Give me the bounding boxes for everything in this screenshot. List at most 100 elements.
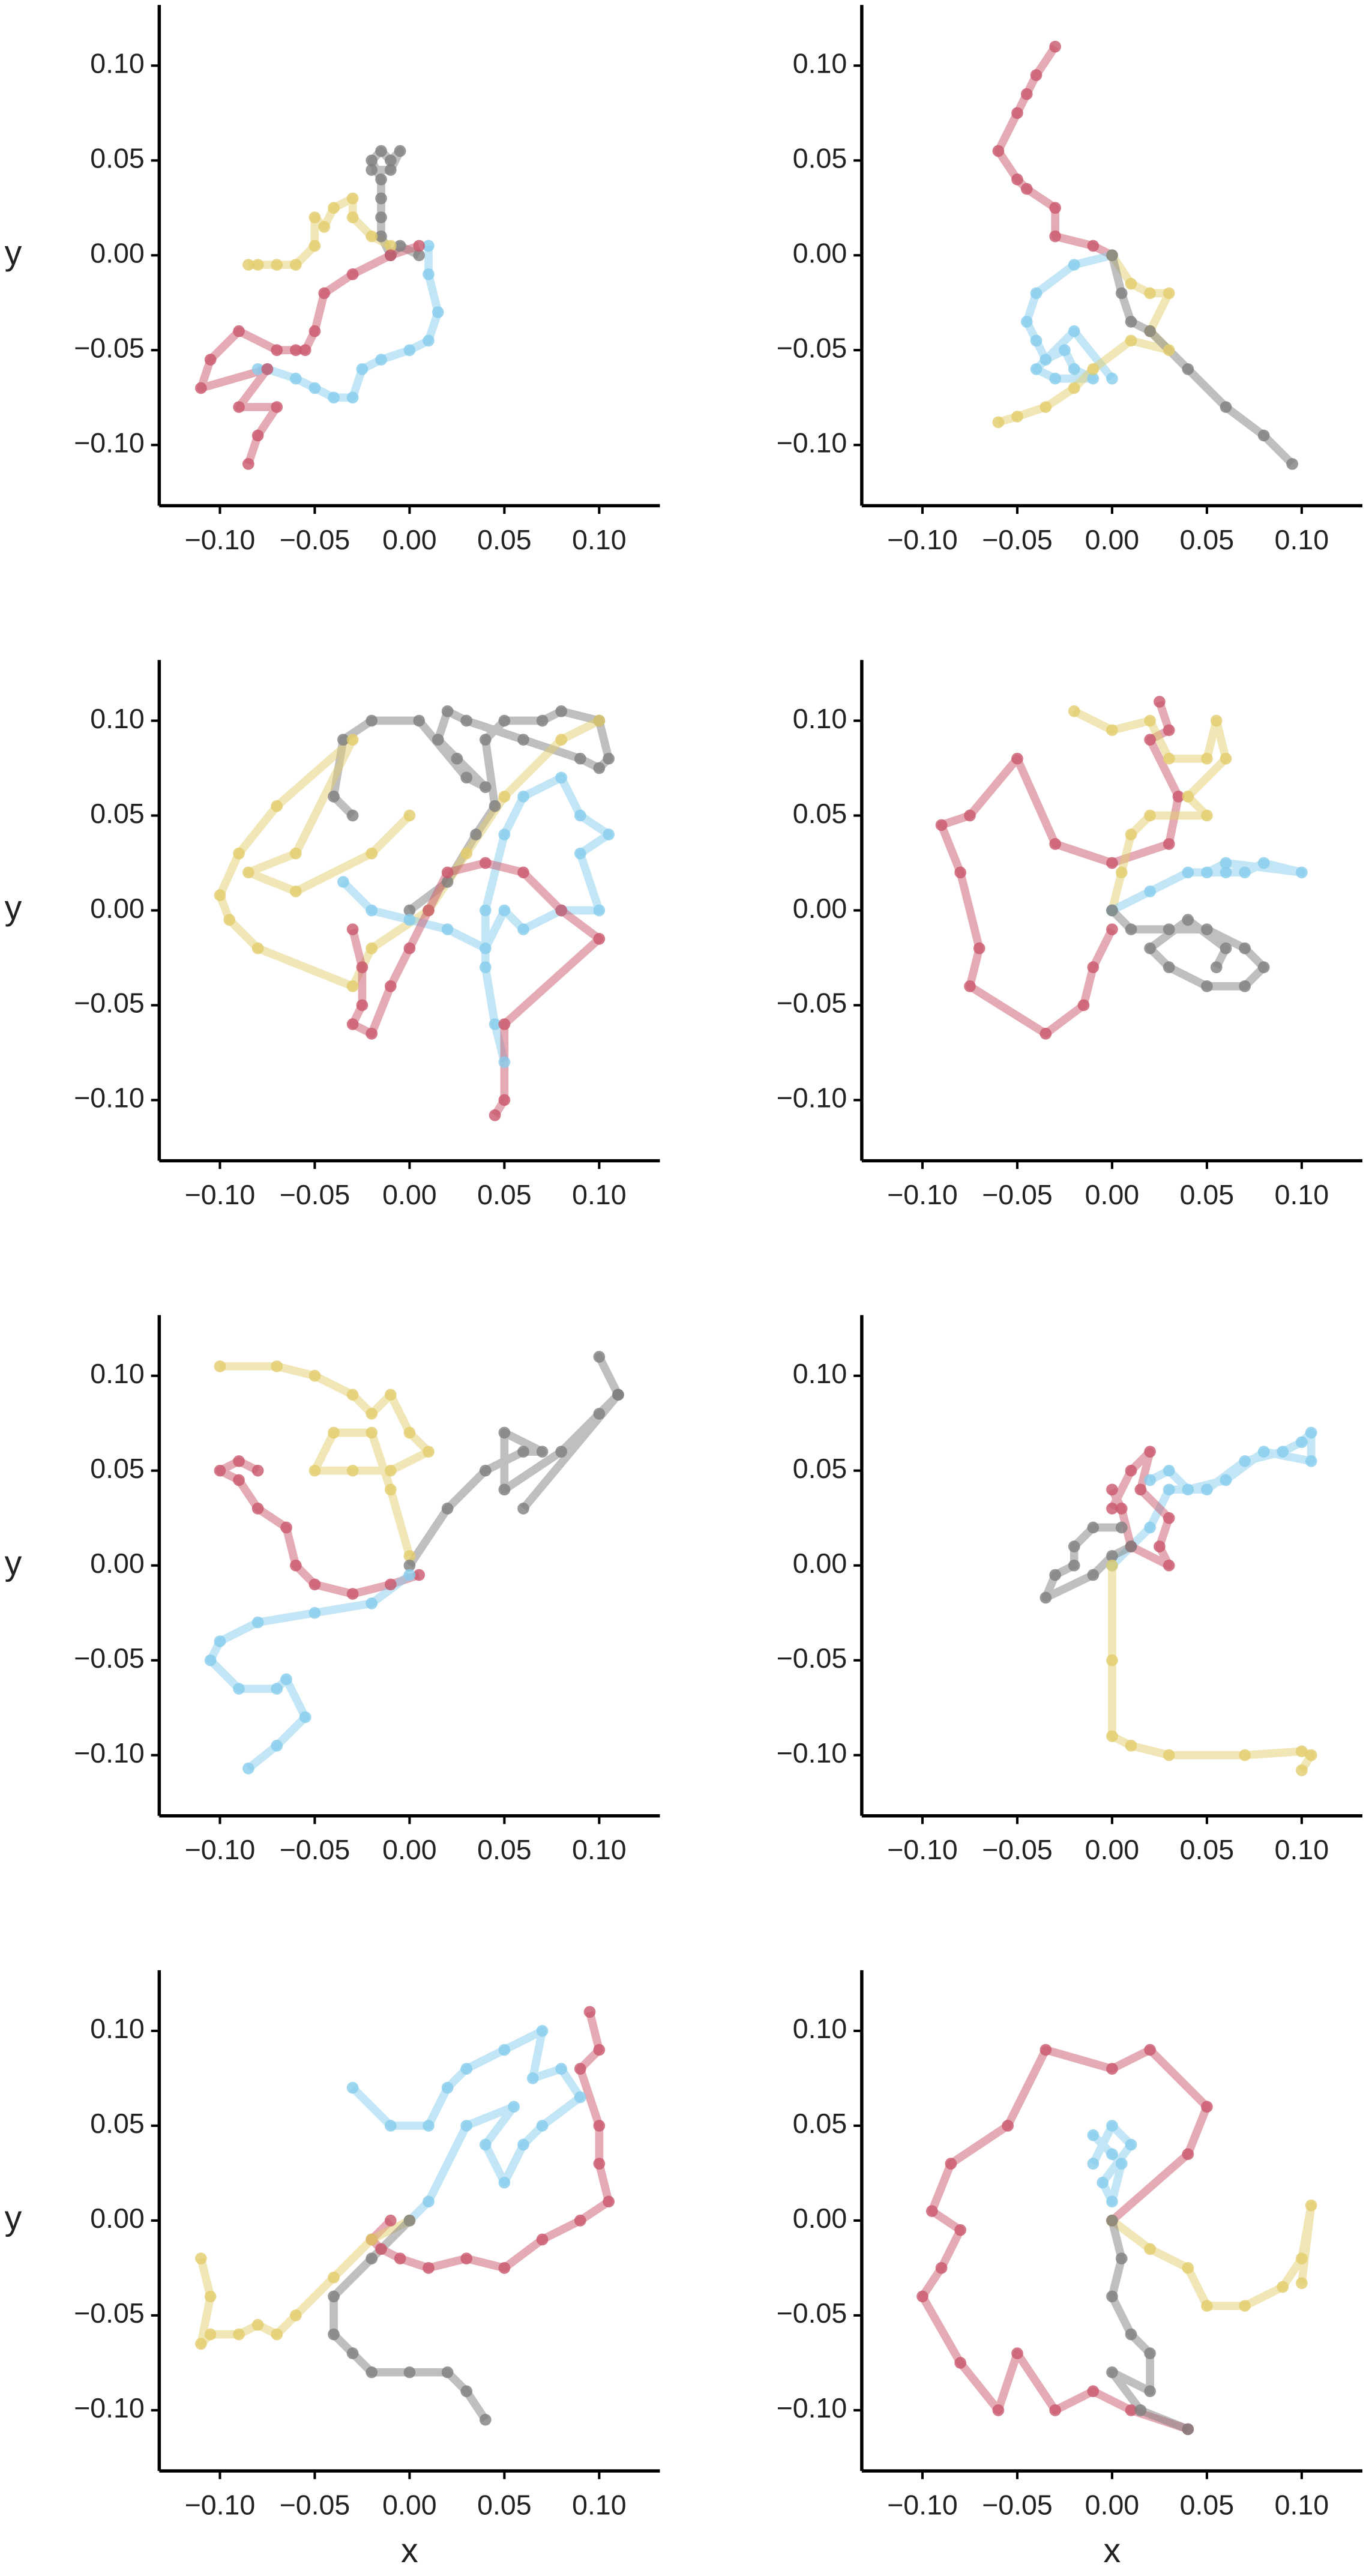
y-tick-label: 0.00 — [793, 238, 847, 269]
point — [1163, 1749, 1175, 1761]
point — [498, 1483, 511, 1496]
point — [498, 1426, 511, 1439]
point — [1030, 69, 1043, 81]
y-tick-label: −0.10 — [777, 1737, 847, 1769]
point — [1277, 1446, 1289, 1458]
x-tick-label: 0.00 — [1085, 2489, 1139, 2520]
point — [992, 416, 1005, 429]
y-tick-label: −0.05 — [74, 988, 145, 1019]
point — [346, 734, 359, 746]
point — [536, 714, 549, 727]
point — [1106, 2290, 1118, 2303]
point — [384, 240, 397, 252]
point — [593, 2158, 606, 2170]
point — [1144, 2243, 1156, 2255]
x-tick-label: 0.00 — [382, 1179, 436, 1210]
point — [1106, 1550, 1118, 1562]
point — [1049, 40, 1061, 53]
point — [366, 2252, 378, 2264]
series-line — [406, 1353, 622, 1568]
point — [460, 771, 473, 784]
point — [1040, 401, 1052, 413]
point — [1163, 1559, 1175, 1572]
y-tick-label: −0.05 — [777, 2297, 847, 2329]
point — [1201, 923, 1213, 935]
point — [517, 1446, 529, 1458]
point — [242, 457, 254, 470]
y-tick-label: −0.05 — [777, 988, 847, 1019]
point — [1087, 2158, 1100, 2170]
point — [346, 192, 359, 205]
point — [384, 154, 397, 167]
point — [498, 714, 511, 727]
point — [346, 2347, 359, 2359]
x-axis-label: x — [401, 2532, 418, 2570]
point — [1210, 961, 1223, 974]
point — [366, 1408, 378, 1420]
series-line — [348, 858, 604, 1118]
point — [403, 2215, 416, 2227]
x-tick-label: 0.05 — [477, 2489, 531, 2520]
point — [251, 942, 264, 955]
series-line — [349, 2027, 585, 2224]
point — [593, 714, 606, 727]
point — [289, 847, 302, 860]
point — [498, 2262, 511, 2274]
point — [356, 999, 369, 1012]
point — [1087, 363, 1100, 375]
point — [1115, 1503, 1128, 1515]
point — [1011, 410, 1023, 423]
point — [441, 866, 454, 879]
point — [289, 344, 302, 357]
point — [555, 705, 568, 717]
point — [384, 164, 397, 176]
point — [1239, 1749, 1251, 1761]
point — [1125, 828, 1137, 840]
x-tick-label: −0.05 — [982, 1834, 1053, 1865]
point — [1011, 173, 1023, 186]
x-tick-label: −0.10 — [887, 1834, 958, 1865]
point — [233, 1474, 245, 1486]
point — [366, 847, 378, 860]
point — [204, 2328, 217, 2341]
point — [1125, 277, 1137, 290]
point — [1305, 1426, 1317, 1439]
point — [441, 876, 454, 888]
point — [328, 2271, 340, 2284]
point — [1182, 791, 1194, 803]
point — [1087, 2129, 1100, 2141]
point — [1305, 1455, 1317, 1467]
x-tick-label: 0.05 — [477, 1834, 531, 1865]
point — [271, 800, 283, 812]
point — [1144, 2044, 1156, 2056]
point — [337, 876, 349, 888]
point — [612, 1389, 624, 1401]
point — [1163, 1464, 1175, 1477]
point — [233, 2328, 245, 2341]
point — [1201, 809, 1213, 822]
point — [1115, 2158, 1128, 2170]
point — [935, 819, 948, 831]
point — [346, 211, 359, 223]
x-tick-label: −0.10 — [887, 1179, 958, 1210]
point — [479, 1464, 492, 1477]
x-tick-label: −0.05 — [280, 524, 351, 555]
point — [271, 2328, 283, 2341]
y-tick-label: 0.10 — [793, 703, 847, 734]
point — [1201, 1483, 1213, 1496]
point — [1059, 344, 1071, 357]
point — [1068, 363, 1080, 375]
point — [574, 752, 586, 765]
point — [1049, 202, 1061, 214]
point — [1201, 980, 1213, 992]
point — [366, 1597, 378, 1609]
point — [242, 866, 254, 879]
x-tick-label: 0.10 — [572, 524, 626, 555]
point — [1030, 287, 1043, 300]
point — [346, 2081, 359, 2094]
x-tick-label: 0.00 — [1085, 1834, 1139, 1865]
x-tick-label: −0.05 — [280, 1179, 351, 1210]
x-tick-label: 0.00 — [1085, 524, 1139, 555]
point — [1239, 2300, 1251, 2312]
point — [954, 2224, 967, 2236]
